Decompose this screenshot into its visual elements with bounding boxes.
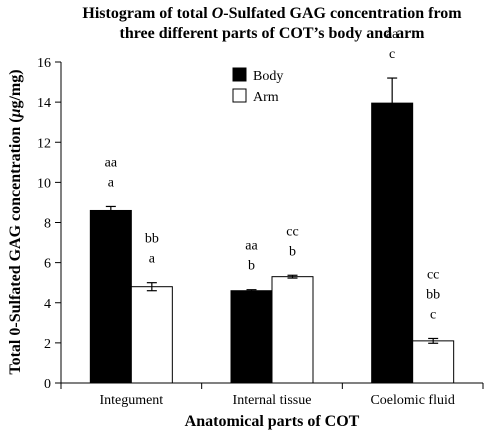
significance-label: bb bbox=[145, 232, 159, 247]
chart-title-line-2: three different parts of COT’s body and … bbox=[119, 25, 425, 42]
x-tick-label: Internal tissue bbox=[233, 393, 312, 408]
y-tick-label: 2 bbox=[44, 337, 51, 352]
legend-label-body: Body bbox=[253, 69, 283, 84]
x-tick-label: Coelomic fluid bbox=[370, 393, 454, 408]
significance-label: aa bbox=[105, 155, 118, 170]
bar-arm bbox=[412, 340, 455, 384]
y-axis-label: Total 0-Sulfated GAG concentration (μg/m… bbox=[7, 69, 24, 374]
legend-swatch-body bbox=[232, 67, 247, 82]
y-tick-label: 0 bbox=[44, 377, 51, 392]
significance-label: aa bbox=[245, 239, 258, 254]
bar-body bbox=[230, 290, 273, 384]
significance-label: cc bbox=[286, 224, 298, 239]
significance-label: aa bbox=[386, 27, 399, 42]
significance-label: c bbox=[430, 307, 436, 322]
y-tick-label: 10 bbox=[37, 176, 51, 191]
bar-arm bbox=[130, 286, 173, 384]
significance-label: b bbox=[248, 259, 255, 274]
legend: Body Arm bbox=[232, 67, 283, 105]
y-tick-label: 16 bbox=[37, 56, 51, 71]
bar-body bbox=[371, 102, 414, 384]
x-axis-label: Anatomical parts of COT bbox=[185, 413, 360, 430]
chart-title-line-1: Histogram of total O-Sulfated GAG concen… bbox=[82, 5, 462, 22]
significance-label: b bbox=[289, 244, 296, 259]
significance-label: bb bbox=[426, 287, 440, 302]
legend-label-arm: Arm bbox=[253, 90, 279, 105]
legend-swatch-arm bbox=[232, 88, 247, 103]
significance-label: a bbox=[149, 252, 156, 267]
y-tick-label: 4 bbox=[44, 297, 51, 312]
bar-body bbox=[89, 209, 132, 384]
y-tick-label: 6 bbox=[44, 257, 51, 272]
significance-label: c bbox=[389, 47, 395, 62]
plot-area: 0 2 4 6 8 10 12 14 16 Integument Internal tissue Co… bbox=[37, 27, 484, 408]
significance-label: cc bbox=[427, 267, 439, 282]
y-tick-label: 8 bbox=[44, 217, 51, 232]
y-tick-label: 12 bbox=[37, 136, 51, 151]
significance-label: a bbox=[108, 175, 115, 190]
x-tick-label: Integument bbox=[99, 393, 163, 408]
bar-arm bbox=[271, 276, 314, 384]
y-tick-label: 14 bbox=[37, 96, 51, 111]
